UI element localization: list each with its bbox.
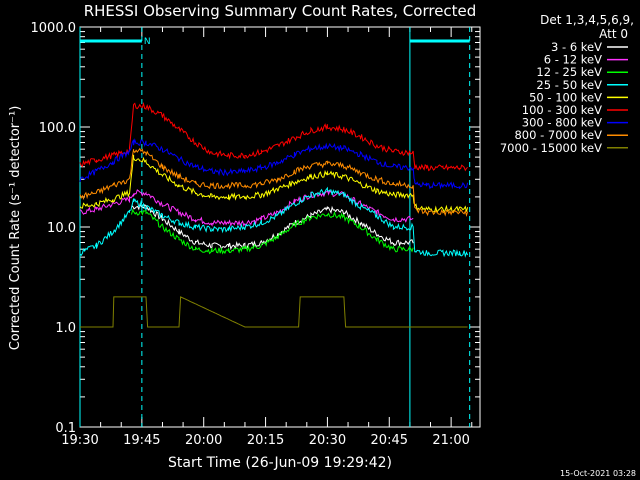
legend-header-att: Att 0	[599, 27, 628, 41]
chart-markers: N	[79, 27, 471, 427]
series-line	[131, 203, 414, 251]
legend-label: 12 - 25 keV	[536, 65, 602, 79]
tick-labels: 0.1 1.0 10.0 100.0 1000.0 19:30 19:45 20:00 20:1…	[31, 21, 470, 448]
series-line	[79, 154, 469, 214]
y-tick-label: 1000.0	[31, 21, 77, 36]
y-tick-label: 10.0	[47, 221, 76, 236]
series-line	[80, 296, 468, 328]
series-line	[79, 186, 469, 258]
series-layer	[79, 101, 469, 328]
legend-header: Det 1,3,4,5,6,9,	[540, 13, 634, 27]
x-axis-label: Start Time (26-Jun-09 19:29:42)	[168, 455, 392, 471]
mode-marker-label: N	[144, 37, 151, 47]
x-tick-label: 20:45	[371, 433, 408, 448]
series-line	[79, 147, 469, 217]
plot-frame	[79, 26, 481, 428]
series-line	[79, 101, 468, 172]
series-line	[131, 208, 414, 255]
legend-label: 7000 - 15000 keV	[500, 141, 602, 155]
y-axis-label: Corrected Count Rate (s⁻¹ detector⁻¹)	[8, 106, 23, 351]
legend-label: 3 - 6 keV	[551, 40, 602, 54]
y-tick-label: 0.1	[55, 421, 76, 436]
chart-axes	[79, 26, 481, 428]
chart-title: RHESSI Observing Summary Count Rates, Co…	[84, 2, 477, 20]
legend-label: 25 - 50 keV	[536, 78, 602, 92]
footer-date: 15-Oct-2021 03:28	[560, 469, 636, 478]
legend-label: 6 - 12 keV	[544, 53, 602, 67]
x-tick-label: 20:15	[247, 433, 284, 448]
y-tick-label: 100.0	[39, 121, 76, 136]
legend-label: 300 - 800 keV	[522, 116, 602, 130]
x-tick-label: 20:00	[185, 433, 222, 448]
x-tick-label: 20:30	[309, 433, 346, 448]
legend-label: 50 - 100 keV	[529, 90, 602, 104]
x-tick-label: 19:30	[61, 433, 98, 448]
x-tick-label: 19:45	[123, 433, 160, 448]
y-tick-label: 1.0	[55, 321, 76, 336]
legend-label: 100 - 300 keV	[522, 103, 602, 117]
series-line	[79, 138, 469, 190]
x-tick-label: 21:00	[432, 433, 469, 448]
legend-label: 800 - 7000 keV	[514, 128, 602, 142]
